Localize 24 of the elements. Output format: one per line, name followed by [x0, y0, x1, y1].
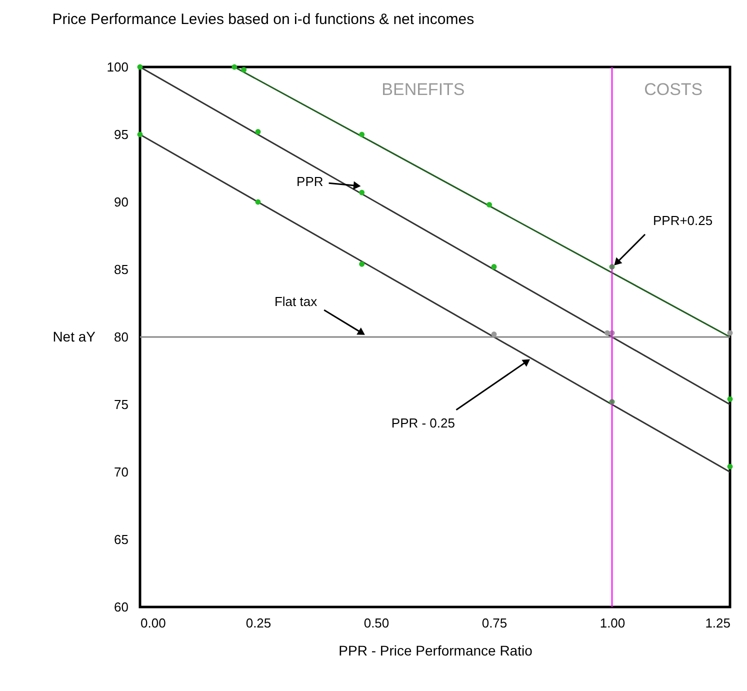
annotation: Flat tax — [274, 294, 318, 309]
y-tick-label: 75 — [114, 397, 128, 412]
y-tick-label: 100 — [106, 60, 128, 74]
x-tick-label: 0.75 — [482, 616, 508, 630]
x-tick-label: 1.25 — [705, 616, 730, 630]
annotation: PPR - 0.25 — [391, 415, 455, 430]
y-tick-label: 80 — [114, 330, 128, 344]
y-tick-label: 85 — [114, 262, 128, 277]
x-tick-label: 0.50 — [364, 616, 390, 630]
annotation: BENEFITS — [382, 80, 465, 99]
y-tick-label: 65 — [114, 532, 128, 547]
annotation: PPR — [296, 174, 324, 189]
y-tick-label: 70 — [114, 464, 128, 480]
chart-title: Price Performance Levies based on i-d functions & net incomes — [52, 11, 474, 28]
x-axis-title: PPR - Price Performance Ratio — [338, 642, 533, 658]
x-tick-label: 1.00 — [600, 616, 626, 630]
y-tick-label: 90 — [114, 194, 128, 210]
x-tick-label: 0.25 — [246, 616, 272, 630]
y-tick-label: 60 — [114, 600, 128, 614]
x-tick-label: 0.00 — [140, 616, 166, 630]
y-axis-title: Net aY — [52, 328, 96, 344]
annotation: COSTS — [644, 80, 703, 99]
y-tick-label: 95 — [114, 127, 128, 142]
annotation: PPR+0.25 — [652, 212, 713, 228]
